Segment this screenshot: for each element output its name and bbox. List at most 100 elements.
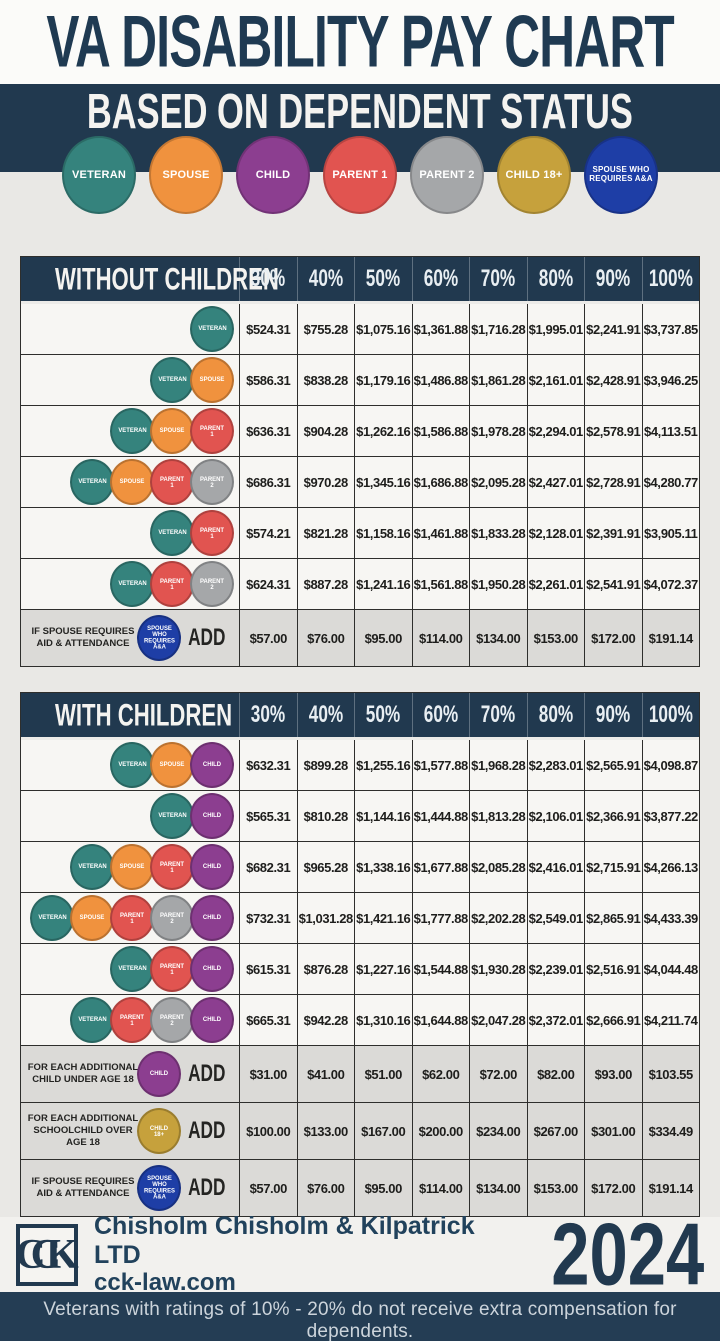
- child-circle-icon: CHILD: [190, 895, 234, 941]
- pay-value: $574.21: [239, 508, 297, 558]
- pay-row: VETERAN SPOUSE PARENT 1 PARENT 2 $686.31 $970…: [21, 457, 699, 508]
- pay-value: $200.00: [411, 1103, 470, 1159]
- circle-label: VETERAN: [37, 914, 67, 921]
- pay-value-text: $57.00: [249, 1180, 288, 1196]
- pay-value: $1,978.28: [469, 406, 527, 456]
- pay-value-text: $1,861.28: [471, 372, 526, 388]
- pay-value-text: $970.28: [303, 474, 349, 490]
- pay-value-text: $95.00: [364, 630, 403, 646]
- percent-header: 30%: [239, 257, 297, 301]
- pay-value: $1,813.28: [469, 791, 527, 841]
- pay-value: $3,946.25: [641, 355, 700, 405]
- circle-label: PARENT 1: [120, 911, 144, 924]
- circle-label: PARENT 1: [160, 577, 184, 590]
- circle-label: VETERAN: [77, 1016, 107, 1023]
- veteran-circle-icon: VETERAN: [70, 997, 114, 1043]
- aaa-circle-icon: SPOUSE WHO REQUIRES A&A: [137, 615, 182, 661]
- circle-label: CHILD: [255, 168, 291, 181]
- pay-value: $153.00: [526, 610, 585, 666]
- circle-label: SPOUSE: [199, 376, 225, 383]
- pay-value-text: $1,144.16: [356, 808, 411, 824]
- veteran-circle-icon: VETERAN: [110, 946, 154, 992]
- pay-value: $1,968.28: [469, 740, 527, 790]
- pay-value: $1,241.16: [354, 559, 412, 609]
- pay-value: $4,433.39: [641, 893, 700, 943]
- pay-value-text: $686.31: [246, 474, 291, 490]
- circle-label: CHILD: [202, 1016, 222, 1023]
- pay-value: $565.31: [239, 791, 297, 841]
- add-label: ADD: [187, 1174, 225, 1201]
- pay-value-text: $2,516.91: [586, 961, 641, 977]
- pay-value: $133.00: [296, 1103, 355, 1159]
- pay-value-text: $2,047.28: [471, 1012, 526, 1028]
- pay-row: IF SPOUSE REQUIRES AID & ATTENDANCE SPOUS…: [21, 610, 699, 666]
- pay-value-text: $1,586.88: [413, 423, 469, 439]
- percent-label: 80%: [538, 265, 573, 292]
- pay-value-text: $114.00: [419, 1180, 463, 1196]
- child-circle-icon: CHILD: [190, 844, 234, 890]
- pay-value-text: $586.31: [246, 372, 291, 388]
- pay-value-text: $2,202.28: [471, 910, 526, 926]
- pay-value: $4,211.74: [641, 995, 700, 1045]
- pay-value-text: $574.21: [246, 525, 291, 541]
- pay-value: $82.00: [526, 1046, 585, 1102]
- pay-value-text: $1,345.16: [356, 474, 411, 490]
- pay-value: $2,865.91: [584, 893, 642, 943]
- aaa-circle-icon: SPOUSE WHO REQUIRES A&A: [137, 1165, 182, 1211]
- pay-value: $2,161.01: [526, 355, 585, 405]
- parent2-circle-icon: PARENT 2: [190, 459, 234, 505]
- pay-value: $2,241.91: [584, 304, 642, 354]
- pay-value: $632.31: [239, 740, 297, 790]
- percent-header: 60%: [411, 257, 470, 301]
- pay-value-text: $76.00: [307, 630, 345, 646]
- circle-label: PARENT 1: [120, 1013, 144, 1026]
- row-dependents: VETERAN SPOUSE PARENT 1 CHILD: [21, 842, 239, 892]
- pay-value-text: $95.00: [364, 1180, 403, 1196]
- pay-value: $3,877.22: [641, 791, 700, 841]
- pay-value-text: $1,179.16: [356, 372, 411, 388]
- pay-value: $2,666.91: [584, 995, 642, 1045]
- pay-value-text: $1,950.28: [471, 576, 526, 592]
- pay-value-text: $153.00: [533, 1180, 579, 1196]
- pay-value: $965.28: [296, 842, 355, 892]
- add-label: ADD: [187, 1117, 225, 1144]
- subtitle: BASED ON DEPENDENT STATUS: [87, 84, 633, 139]
- pay-value-text: $4,072.37: [643, 576, 699, 592]
- circle-label: VETERAN: [157, 529, 187, 536]
- pay-value: $1,644.88: [411, 995, 470, 1045]
- pay-value-text: $57.00: [249, 630, 288, 646]
- child-circle-icon: CHILD: [190, 793, 234, 839]
- pay-value: $2,541.91: [584, 559, 642, 609]
- pay-value-text: $2,549.01: [528, 910, 584, 926]
- pay-value-text: $2,865.91: [586, 910, 641, 926]
- pay-value-text: $565.31: [246, 808, 291, 824]
- pay-value-text: $234.00: [476, 1123, 521, 1139]
- parent1-circle-icon: PARENT 1: [150, 946, 194, 992]
- pay-value: $172.00: [584, 610, 642, 666]
- percent-label: 40%: [308, 265, 343, 292]
- percent-header: 100%: [641, 257, 700, 301]
- pay-value: $682.31: [239, 842, 297, 892]
- pay-value-text: $2,085.28: [471, 859, 526, 875]
- aaa-circle-icon: SPOUSE WHO REQUIRES A&A: [584, 136, 658, 214]
- pay-value: $1,310.16: [354, 995, 412, 1045]
- pay-value: $1,950.28: [469, 559, 527, 609]
- parent1-circle-icon: PARENT 1: [150, 844, 194, 890]
- row-label: IF SPOUSE REQUIRES AID & ATTENDANCE: [31, 626, 135, 649]
- pay-value-text: $1,031.28: [298, 910, 354, 926]
- pay-value-text: $821.28: [303, 525, 349, 541]
- pay-value: $3,737.85: [641, 304, 700, 354]
- percent-header: 50%: [354, 693, 412, 737]
- pay-value: $191.14: [641, 610, 700, 666]
- row-label: FOR EACH ADDITIONAL CHILD UNDER AGE 18: [27, 1062, 139, 1085]
- pay-value: $1,227.16: [354, 944, 412, 994]
- pay-value-text: $2,578.91: [586, 423, 641, 439]
- pay-value-text: $4,211.74: [643, 1012, 698, 1028]
- pay-value: $1,345.16: [354, 457, 412, 507]
- pay-value: $2,366.91: [584, 791, 642, 841]
- veteran-circle-icon: VETERAN: [190, 306, 234, 352]
- row-label: FOR EACH ADDITIONAL SCHOOLCHILD OVER AGE…: [27, 1113, 139, 1148]
- parent2-circle-icon: PARENT 2: [150, 895, 194, 941]
- pay-value-text: $810.28: [303, 808, 349, 824]
